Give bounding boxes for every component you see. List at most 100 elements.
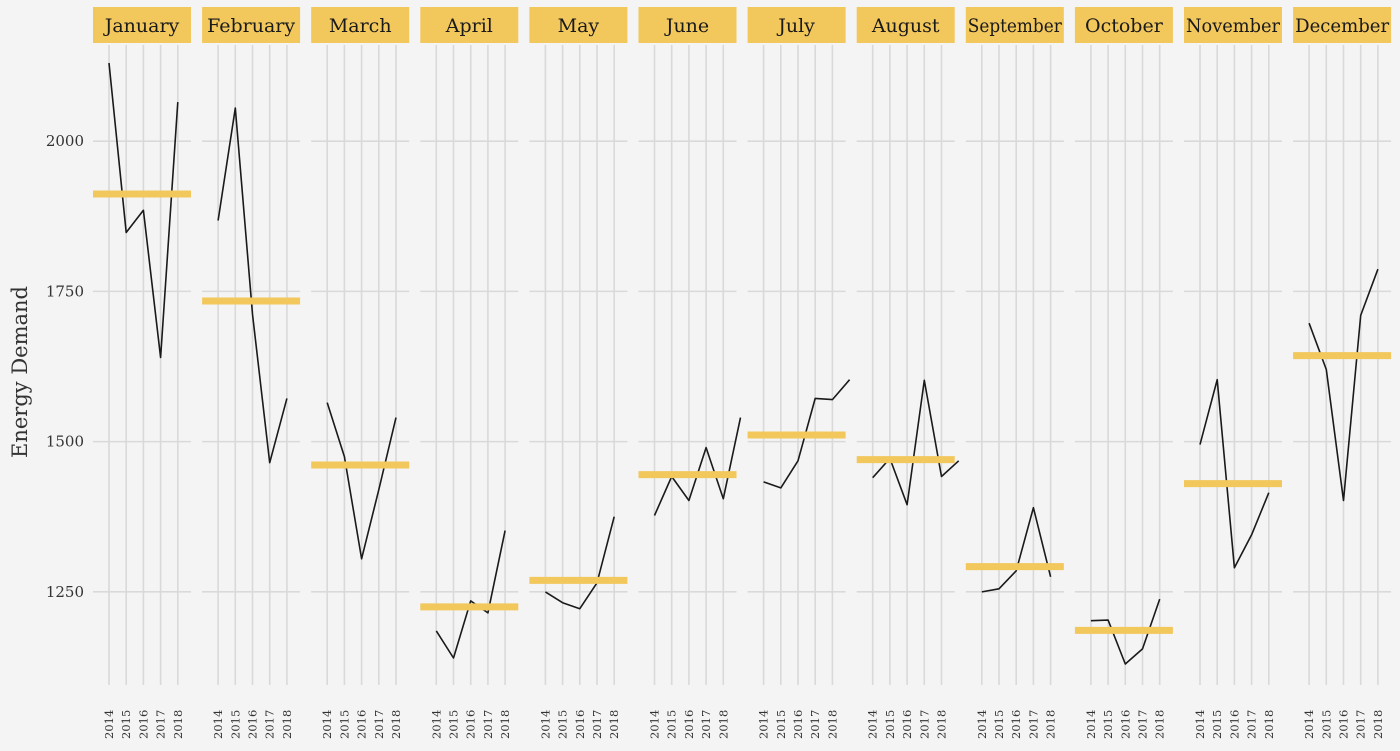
x-tick-label: 2018 (1262, 710, 1276, 739)
strip-header (856, 7, 955, 43)
panel-august: 2014 2015 2016 2017 2018 August (856, 7, 960, 739)
x-tick-label: 2017 (372, 710, 386, 739)
series-line-february (217, 107, 288, 464)
x-tick-label: 2014 (975, 710, 989, 739)
panel-september: 2014 2015 2016 2017 2018 September (965, 7, 1064, 739)
x-tick-label: 2015 (1101, 710, 1115, 739)
x-tick-label: 2017 (1136, 710, 1150, 739)
x-tick-label: 2014 (757, 710, 771, 739)
panel-march: 2014 2015 2016 2017 2018 March (311, 7, 410, 739)
x-tick-label: 2014 (1193, 710, 1207, 739)
strip-header (311, 7, 410, 43)
x-tick-label: 2017 (1245, 710, 1259, 739)
x-tick-label: 2017 (154, 710, 168, 739)
strip-header (202, 7, 301, 43)
x-tick-label: 2015 (228, 710, 242, 739)
strip-label: September (968, 15, 1063, 37)
x-tick-label: 2015 (1210, 710, 1224, 739)
strip-header (747, 7, 846, 43)
y-axis-ticks: 1250 1500 1750 2000 (46, 132, 84, 601)
strip-label: November (1186, 15, 1281, 37)
x-tick-label: 2014 (429, 710, 443, 739)
x-tick-label: 2016 (464, 710, 478, 739)
x-tick-label: 2015 (1319, 710, 1333, 739)
x-tick-label: 2018 (498, 710, 512, 739)
x-tick-label: 2016 (1227, 710, 1241, 739)
series-line-january (108, 62, 179, 359)
series-line-july (763, 379, 851, 489)
x-tick-label: 2018 (935, 710, 949, 739)
x-tick-label: 2014 (538, 710, 552, 739)
x-tick-label: 2018 (607, 710, 621, 739)
panel-january: 2014 2015 2016 2017 2018 January (93, 7, 191, 739)
x-tick-label: 2018 (389, 710, 403, 739)
x-tick-label: 2015 (556, 710, 570, 739)
strip-label: January (103, 15, 180, 37)
strip-label: March (329, 15, 392, 37)
x-tick-label: 2018 (1153, 710, 1167, 739)
x-tick-label: 2015 (447, 710, 461, 739)
strip-label: April (445, 15, 493, 37)
panel-october: 2014 2015 2016 2017 2018 October (1074, 7, 1173, 739)
x-tick-label: 2017 (1354, 710, 1368, 739)
x-tick-label: 2016 (355, 710, 369, 739)
strip-header (93, 7, 191, 43)
series-line-april (435, 530, 506, 659)
strip-label: August (871, 15, 940, 37)
y-tick-label: 1750 (46, 282, 84, 300)
x-tick-label: 2016 (573, 710, 587, 739)
y-tick-label: 2000 (46, 132, 84, 150)
x-tick-label: 2014 (866, 710, 880, 739)
series-line-november (1199, 378, 1270, 569)
x-tick-label: 2017 (699, 710, 713, 739)
strip-label: October (1085, 15, 1164, 37)
y-tick-label: 1250 (46, 583, 84, 601)
strip-label: December (1295, 15, 1390, 37)
panel-april: 2014 2015 2016 2017 2018 April (420, 7, 519, 739)
x-tick-label: 2015 (337, 710, 351, 739)
x-tick-label: 2015 (774, 710, 788, 739)
strip-label: July (776, 15, 815, 37)
x-tick-label: 2016 (136, 710, 150, 739)
x-tick-label: 2016 (900, 710, 914, 739)
x-tick-label: 2017 (481, 710, 495, 739)
x-tick-label: 2016 (246, 710, 260, 739)
panel-february: 2014 2015 2016 2017 2018 February (202, 7, 301, 739)
x-tick-label: 2018 (1371, 710, 1385, 739)
x-tick-label: 2017 (263, 710, 277, 739)
strip-header (1293, 7, 1392, 43)
x-tick-label: 2017 (917, 710, 931, 739)
strip-header (1184, 7, 1282, 43)
x-tick-label: 2014 (648, 710, 662, 739)
x-tick-label: 2015 (992, 710, 1006, 739)
y-tick-label: 1500 (46, 433, 84, 451)
panel-may: 2014 2015 2016 2017 2018 May (529, 7, 628, 739)
x-tick-label: 2016 (682, 710, 696, 739)
x-tick-label: 2014 (1084, 710, 1098, 739)
x-tick-label: 2015 (883, 710, 897, 739)
x-tick-label: 2015 (119, 710, 133, 739)
x-tick-label: 2018 (825, 710, 839, 739)
x-tick-label: 2014 (320, 710, 334, 739)
x-tick-label: 2014 (1302, 710, 1316, 739)
x-tick-label: 2016 (1118, 710, 1132, 739)
strip-header (965, 7, 1064, 43)
y-axis-title: Energy Demand (8, 286, 32, 458)
x-tick-label: 2014 (211, 710, 225, 739)
x-tick-label: 2015 (665, 710, 679, 739)
x-tick-label: 2016 (1337, 710, 1351, 739)
x-tick-label: 2014 (102, 710, 116, 739)
strip-label: May (558, 15, 600, 37)
strip-label: June (664, 15, 709, 37)
strip-header (638, 7, 737, 43)
panel-december: 2014 2015 2016 2017 2018 December (1293, 7, 1392, 739)
strip-header (529, 7, 628, 43)
strip-header (420, 7, 519, 43)
strip-header (1074, 7, 1173, 43)
x-tick-label: 2018 (171, 710, 185, 739)
panel-november: 2014 2015 2016 2017 2018 November (1184, 7, 1282, 739)
